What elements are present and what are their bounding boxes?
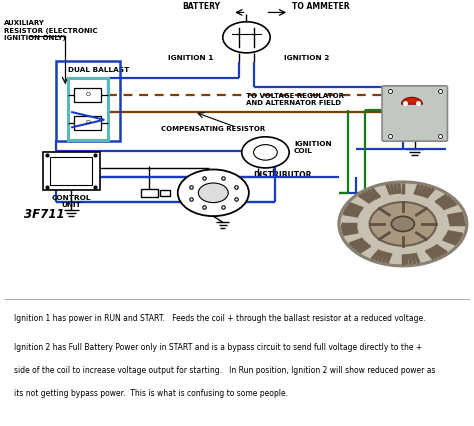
Circle shape — [198, 183, 228, 203]
Circle shape — [370, 202, 436, 246]
Bar — [74, 88, 101, 102]
Text: 3F711: 3F711 — [24, 208, 64, 221]
Text: BATTERY: BATTERY — [182, 2, 220, 11]
Bar — [50, 157, 92, 185]
Text: DISTRIBUTOR: DISTRIBUTOR — [254, 171, 312, 180]
Text: COMPENSATING RESISTOR: COMPENSATING RESISTOR — [161, 126, 265, 132]
FancyBboxPatch shape — [382, 86, 447, 141]
Circle shape — [178, 170, 249, 216]
Text: side of the coil to increase voltage output for starting.   In Run position, Ign: side of the coil to increase voltage out… — [14, 366, 436, 375]
Circle shape — [392, 216, 414, 231]
Text: Ignition 2 has Full Battery Power only in START and is a bypass circuit to send : Ignition 2 has Full Battery Power only i… — [14, 343, 422, 352]
Circle shape — [254, 144, 277, 160]
Text: TO VOLTAGE REGULATOR
AND ALTERNATOR FIELD: TO VOLTAGE REGULATOR AND ALTERNATOR FIEL… — [246, 93, 345, 106]
Text: its not getting bypass power.  This is what is confusing to some people.: its not getting bypass power. This is wh… — [14, 389, 288, 398]
Bar — [56, 60, 120, 141]
Circle shape — [339, 182, 467, 266]
Bar — [74, 116, 101, 130]
Text: CONTROL
UNIT: CONTROL UNIT — [51, 195, 91, 208]
Text: IGNITION 1: IGNITION 1 — [168, 55, 213, 60]
Text: Ignition 1 has power in RUN and START.   Feeds the coil + through the ballast re: Ignition 1 has power in RUN and START. F… — [14, 314, 426, 323]
Text: O: O — [85, 92, 90, 98]
Circle shape — [242, 137, 289, 168]
Text: O: O — [85, 120, 90, 125]
Bar — [141, 189, 158, 196]
Text: TO AMMETER: TO AMMETER — [292, 2, 349, 11]
Text: AUXILIARY
RESISTOR (ELECTRONIC
IGNITION ONLY): AUXILIARY RESISTOR (ELECTRONIC IGNITION … — [4, 20, 97, 41]
Wedge shape — [401, 97, 422, 104]
Text: IGNITION
COIL: IGNITION COIL — [294, 141, 331, 154]
Text: DUAL BALLAST: DUAL BALLAST — [68, 67, 129, 73]
Bar — [43, 153, 100, 190]
Bar — [160, 190, 170, 196]
Bar — [68, 78, 108, 140]
Text: IGNITION 2: IGNITION 2 — [284, 55, 330, 60]
